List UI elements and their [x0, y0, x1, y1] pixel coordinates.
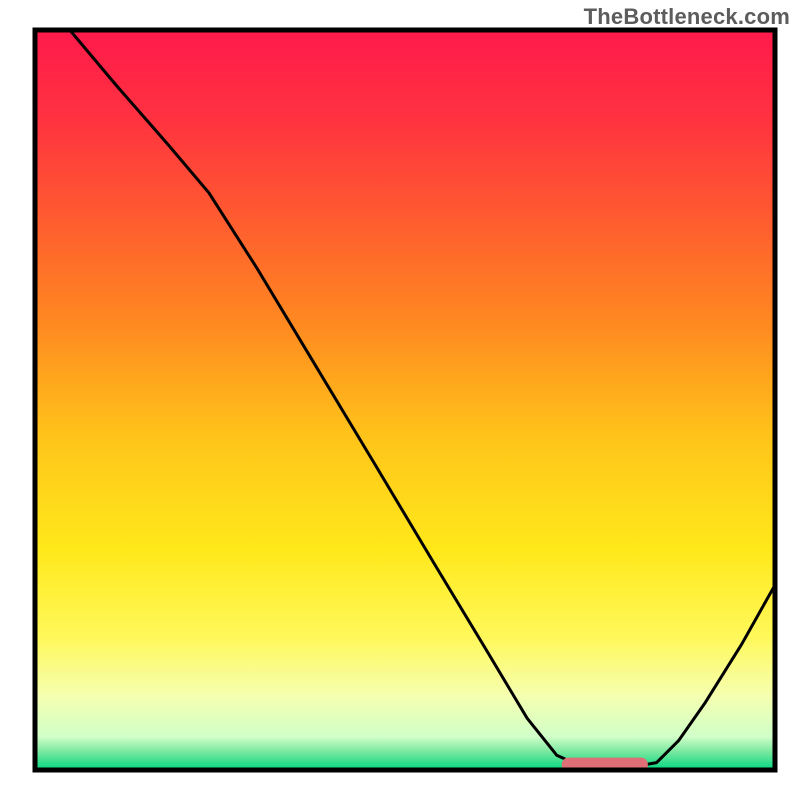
watermark-text: TheBottleneck.com: [584, 4, 790, 30]
bottleneck-chart: [0, 0, 800, 800]
canvas: TheBottleneck.com: [0, 0, 800, 800]
gradient-background: [35, 30, 775, 770]
